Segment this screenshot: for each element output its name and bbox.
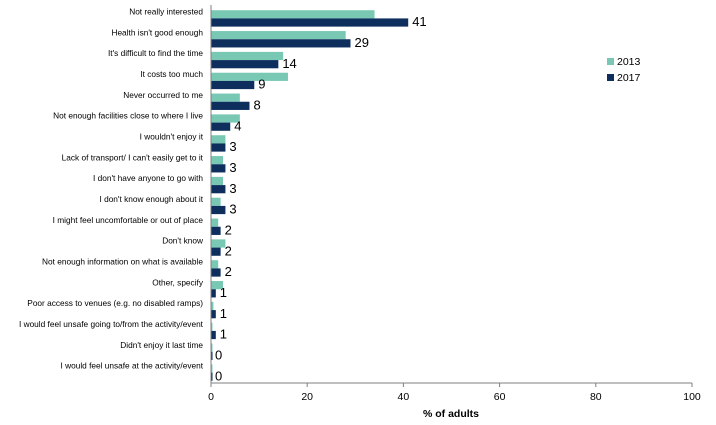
data-label: 0: [215, 368, 222, 383]
bar-2017: [211, 143, 226, 152]
bar-2017: [211, 185, 226, 194]
category-label: Other, specify: [152, 277, 204, 287]
category-label: It's difficult to find the time: [108, 48, 203, 58]
bar-2013: [211, 364, 213, 373]
bars: [211, 10, 409, 381]
category-label: Not enough information on what is availa…: [42, 256, 203, 266]
category-label: Didn't enjoy it last time: [120, 340, 203, 350]
data-label: 1: [220, 327, 227, 342]
data-label: 14: [282, 56, 296, 71]
data-label: 2: [225, 222, 232, 237]
x-tick-label: 100: [683, 391, 701, 403]
bar-2013: [211, 156, 224, 165]
category-label: Poor access to venues (e.g. no disabled …: [27, 298, 203, 308]
legend-swatch-2017: [607, 74, 614, 81]
bar-2017: [211, 18, 409, 27]
bar-2013: [211, 218, 219, 227]
bar-2013: [211, 31, 346, 40]
bar-2013: [211, 197, 221, 206]
bar-2017: [211, 60, 279, 69]
bar-2017: [211, 372, 213, 381]
x-tick-label: 60: [494, 391, 506, 403]
data-label: 29: [354, 35, 368, 50]
x-tick-label: 20: [301, 391, 313, 403]
data-label: 2: [225, 243, 232, 258]
data-label: 2: [225, 264, 232, 279]
data-label: 9: [258, 77, 265, 92]
bar-2013: [211, 239, 226, 248]
bar-2013: [211, 114, 240, 123]
bar-2013: [211, 281, 224, 290]
data-label: 1: [220, 285, 227, 300]
category-label: Don't know: [162, 236, 204, 246]
category-label: Not enough facilities close to where I l…: [53, 111, 203, 121]
category-label: Health isn't good enough: [111, 27, 203, 37]
legend: 2013 2017: [607, 56, 641, 84]
bar-2017: [211, 247, 221, 256]
x-tick-label: 40: [398, 391, 410, 403]
data-labels: 41 29 14 9 84 3 3 3 3 2 2 2 1 1 1 0 0: [215, 14, 427, 383]
bar-2013: [211, 322, 213, 331]
x-tick-label: 80: [590, 391, 602, 403]
bar-2017: [211, 351, 213, 360]
data-label: 1: [220, 306, 227, 321]
x-axis-ticks: 0 20 40 60 80 100: [208, 383, 701, 403]
bar-2017: [211, 164, 226, 173]
bar-2013: [211, 10, 375, 19]
category-label: I don't have anyone to go with: [93, 173, 203, 183]
bar-2013: [211, 135, 226, 144]
category-labels: Not really interested Health isn't good e…: [19, 6, 204, 370]
category-label: Lack of transport/ I can't easily get to…: [62, 152, 204, 162]
data-label: 3: [229, 139, 236, 154]
category-label: Not really interested: [129, 6, 203, 16]
data-label: 8: [253, 97, 260, 112]
category-label: Never occurred to me: [123, 90, 203, 100]
bar-2017: [211, 101, 250, 110]
category-label: I would feel unsafe at the activity/even…: [60, 361, 203, 371]
legend-swatch-2013: [607, 58, 614, 65]
x-axis-title: % of adults: [423, 408, 479, 420]
category-label: I might feel uncomfortable or out of pla…: [53, 215, 204, 225]
bar-2017: [211, 289, 216, 298]
category-label: I don't know enough about it: [99, 194, 203, 204]
bar-2013: [211, 260, 219, 269]
bar-2013: [211, 176, 224, 186]
bar-2017: [211, 39, 351, 48]
legend-label-2013: 2013: [617, 56, 641, 68]
category-label: I would feel unsafe going to/from the ac…: [19, 319, 204, 329]
bar-2017: [211, 310, 216, 319]
legend-label-2017: 2017: [617, 72, 641, 84]
bar-2017: [211, 205, 226, 215]
bar-2017: [211, 330, 216, 340]
data-label: 3: [229, 160, 236, 175]
data-label: 3: [229, 202, 236, 217]
bar-2013: [211, 72, 288, 81]
data-label: 3: [229, 181, 236, 196]
bar-2017: [211, 268, 221, 277]
bar-2013: [211, 343, 213, 352]
x-tick-label: 0: [208, 391, 214, 403]
bar-2013: [211, 51, 284, 61]
bar-2017: [211, 122, 231, 131]
data-label: 0: [215, 347, 222, 362]
data-label: 41: [412, 14, 426, 29]
bar-2017: [211, 80, 255, 90]
bar-2013: [211, 93, 240, 102]
category-label: It costs too much: [140, 69, 203, 79]
category-label: I wouldn't enjoy it: [140, 131, 204, 141]
data-label: 4: [234, 118, 241, 133]
bar-2013: [211, 301, 214, 311]
bar-2017: [211, 226, 221, 235]
